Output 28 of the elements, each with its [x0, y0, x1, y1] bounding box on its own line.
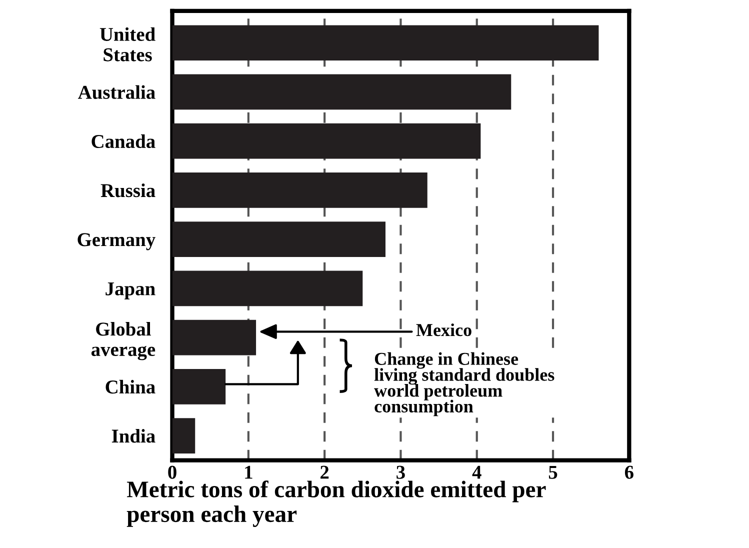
bar	[172, 25, 599, 61]
y-tick-label: India	[112, 429, 156, 443]
y-tick-label: Germany	[78, 233, 156, 250]
x-axis-title: Metric tons of carbon dioxide emitted per person each year	[126, 480, 546, 527]
y-tick-label: Australia	[78, 85, 156, 99]
y-tick-label: China	[106, 380, 156, 394]
x-tick-label: 4	[472, 466, 482, 479]
x-tick-label: 1	[245, 466, 252, 479]
annotation: Change in Chinese living standard doubles world petroleum consumption	[374, 352, 554, 416]
x-tick-label: 5	[548, 466, 558, 479]
y-tick-label: Japan	[106, 282, 156, 300]
x-tick-label: 6	[624, 466, 634, 479]
x-tick-label: 3	[396, 466, 405, 479]
bar	[172, 74, 512, 110]
y-tick-label: Canada	[92, 134, 156, 148]
bar	[172, 270, 363, 306]
x-tick-label: 2	[320, 466, 329, 479]
y-tick-label: United States	[100, 27, 156, 62]
bar	[172, 368, 226, 404]
annotation: Mexico	[416, 323, 472, 336]
bar	[172, 123, 481, 159]
bar	[172, 418, 196, 454]
bar	[172, 320, 256, 356]
y-tick-label: Russia	[100, 183, 156, 198]
bar	[172, 222, 386, 258]
bar	[172, 172, 428, 208]
x-tick-label: 0	[168, 466, 176, 479]
y-tick-label: Global average	[91, 322, 156, 360]
